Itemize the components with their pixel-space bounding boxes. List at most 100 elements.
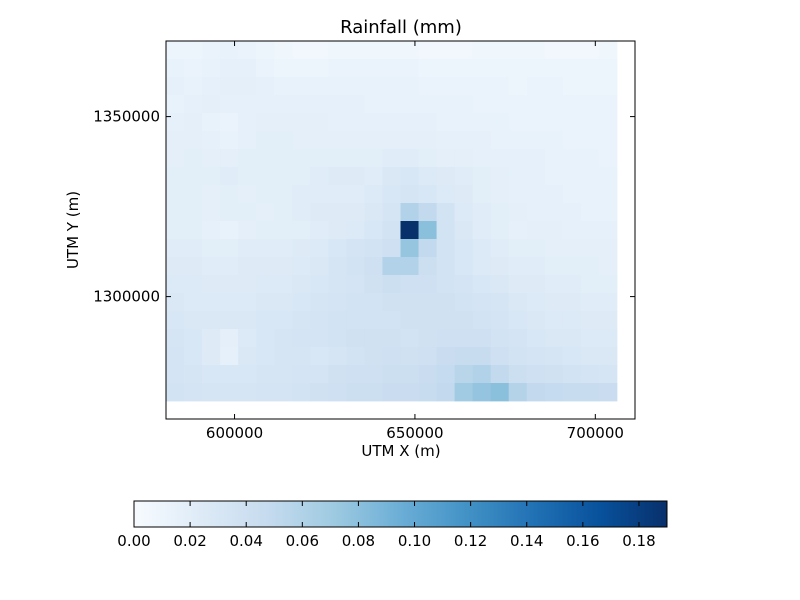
heatmap-cell [166, 41, 185, 60]
heatmap-cell [598, 131, 618, 150]
heatmap-cell [256, 329, 275, 348]
heatmap-cell [310, 329, 329, 348]
heatmap-cell [166, 77, 185, 96]
heatmap-cell [526, 113, 546, 132]
heatmap-cell [166, 365, 185, 384]
heatmap-cell [598, 185, 618, 204]
heatmap-cell [274, 167, 293, 186]
heatmap-cell [436, 257, 456, 276]
heatmap-cell [238, 149, 257, 168]
heatmap-cell [544, 221, 564, 240]
heatmap-cell [202, 77, 221, 96]
heatmap-cell [418, 275, 437, 294]
heatmap-cell [220, 167, 239, 186]
heatmap-cell [328, 347, 347, 366]
heatmap-cell [364, 77, 383, 96]
heatmap-cell [580, 59, 600, 78]
plot-frame [165, 40, 636, 420]
heatmap-cell [562, 275, 582, 294]
heatmap-cell [490, 329, 510, 348]
heatmap-cell [436, 329, 456, 348]
heatmap-cell [292, 383, 311, 402]
heatmap-cell [544, 239, 564, 258]
heatmap-cell [256, 149, 275, 168]
heatmap-cell [472, 221, 492, 240]
heatmap-cell [202, 95, 221, 114]
heatmap-cell [598, 77, 618, 96]
heatmap-cell [400, 329, 419, 348]
chart-title: Rainfall (mm) [340, 17, 462, 38]
heatmap-cell [220, 77, 239, 96]
heatmap-cell [274, 257, 293, 276]
heatmap-cell [346, 311, 365, 330]
heatmap-cell [346, 41, 365, 60]
heatmap-cell [328, 311, 347, 330]
heatmap-cell [526, 257, 546, 276]
heatmap-cell [544, 77, 564, 96]
heatmap-cell [166, 131, 185, 150]
heatmap-cell [490, 239, 510, 258]
heatmap-cell [166, 347, 185, 366]
heatmap-cell [580, 95, 600, 114]
colorbar-ticks: 0.00 0.02 0.04 0.06 0.08 0.10 0.12 0.14 0.16 0.18 [117, 501, 656, 550]
heatmap-cell [166, 311, 185, 330]
heatmap-cell [454, 77, 474, 96]
heatmap-cell [256, 41, 275, 60]
heatmap-cell [508, 203, 528, 222]
heatmap-cell [220, 239, 239, 258]
heatmap-cell [310, 59, 329, 78]
heatmap-cell [364, 293, 383, 312]
heatmap-cell [364, 383, 383, 402]
heatmap-cell [472, 365, 492, 384]
heatmap-cell [292, 113, 311, 132]
heatmap-cell [364, 203, 383, 222]
heatmap-cell [562, 167, 582, 186]
heatmap-cell [436, 167, 456, 186]
heatmap-cell [292, 131, 311, 150]
heatmap-cell [436, 365, 456, 384]
heatmap-cell [346, 365, 365, 384]
heatmap-cell [400, 59, 419, 78]
heatmap-cell [184, 293, 203, 312]
heatmap-cell [490, 167, 510, 186]
heatmap-cell [310, 113, 329, 132]
heatmap-cell [238, 275, 257, 294]
heatmap-cell [274, 383, 293, 402]
heatmap-cell [580, 311, 600, 330]
heatmap-cell [364, 59, 383, 78]
colorbar-tick-label: 0.10 [398, 532, 431, 550]
heatmap-cell [472, 95, 492, 114]
heatmap-cell [274, 293, 293, 312]
heatmap-cell [526, 293, 546, 312]
y-axis-label: UTM Y (m) [64, 191, 82, 269]
heatmap-cell [436, 41, 456, 60]
heatmap-cell [274, 365, 293, 384]
heatmap-cells [166, 41, 618, 402]
heatmap-cell [256, 311, 275, 330]
heatmap-cell [292, 347, 311, 366]
heatmap-cell [184, 113, 203, 132]
heatmap-cell [418, 77, 437, 96]
heatmap-cell [220, 131, 239, 150]
heatmap-cell [328, 275, 347, 294]
heatmap-cell [472, 167, 492, 186]
heatmap-cell [184, 59, 203, 78]
heatmap-cell [580, 221, 600, 240]
heatmap-cell [328, 257, 347, 276]
heatmap-cell [544, 203, 564, 222]
heatmap-cell [202, 257, 221, 276]
heatmap-cell [346, 239, 365, 258]
heatmap-cell [418, 167, 437, 186]
heatmap-cell [202, 59, 221, 78]
heatmap-cell [364, 185, 383, 204]
heatmap-cell [436, 347, 456, 366]
heatmap-cell [454, 149, 474, 168]
heatmap-cell [184, 239, 203, 258]
heatmap-cell [310, 239, 329, 258]
x-tick-label: 650000 [386, 424, 443, 442]
heatmap-cell [292, 329, 311, 348]
heatmap-cell [400, 221, 419, 240]
heatmap-cell [328, 293, 347, 312]
heatmap-cell [238, 293, 257, 312]
heatmap-cell [202, 113, 221, 132]
